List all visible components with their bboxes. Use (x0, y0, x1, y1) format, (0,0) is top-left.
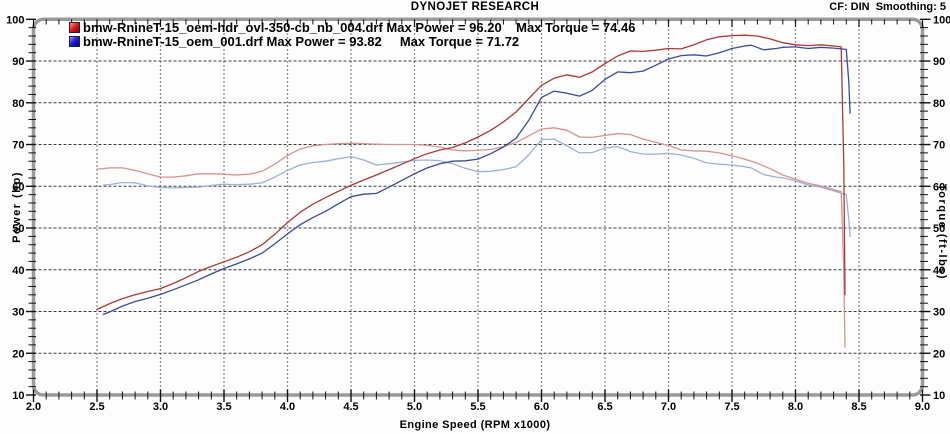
curve-blue-torque (102, 138, 851, 238)
y-tick-label-left: 60 (12, 181, 24, 193)
x-tick-label: 2.5 (89, 401, 104, 413)
x-tick-label: 8.0 (788, 401, 803, 413)
y-tick-label-right: 20 (933, 348, 945, 360)
y-tick-label-right: 60 (933, 181, 945, 193)
page-title: DYNOJET RESEARCH (410, 1, 540, 13)
x-tick-label: 5.5 (470, 401, 485, 413)
left-axis-title: Power (hp) (11, 171, 23, 243)
y-tick-label-left: 40 (12, 265, 24, 277)
y-tick-label-left: 90 (12, 56, 24, 68)
y-tick-label-right: 80 (933, 98, 945, 110)
axis-ticks (26, 18, 931, 402)
x-tick-label: 3.5 (216, 401, 231, 413)
y-tick-label-left: 50 (12, 223, 24, 235)
x-tick-label: 4.0 (280, 401, 295, 413)
legend: bmw-RnineT-15_oem-hdr_ovl-350-cb_nb_004.… (69, 21, 635, 49)
y-tick-label-left: 10 (12, 390, 24, 402)
axis-tick-labels: 2.0 2.5 3.0 3.5 4.0 4.5 5.0 5.5 6.0 6.5 7.0 7.5 8.0 8… (6, 14, 950, 413)
y-tick-label-right: 10 (933, 390, 945, 402)
y-tick-label-right: 100 (933, 14, 950, 26)
correction-smoothing-label: CF: DIN Smoothing: 5 (829, 1, 946, 13)
x-tick-label: 3.0 (153, 401, 168, 413)
x-tick-label: 7.0 (661, 401, 676, 413)
y-tick-label-right: 30 (933, 307, 945, 319)
y-tick-label-left: 80 (12, 98, 24, 110)
x-tick-label: 6.0 (534, 401, 549, 413)
legend-label-red: bmw-RnineT-15_oem-hdr_ovl-350-cb_nb_004.… (83, 20, 636, 35)
y-tick-label-left: 20 (12, 348, 24, 360)
curve-red-power (96, 34, 846, 311)
horizontal-gridlines (33, 60, 923, 354)
x-tick-label: 7.5 (724, 401, 739, 413)
x-tick-label: 8.5 (851, 401, 866, 413)
y-tick-label-left: 30 (12, 307, 24, 319)
x-tick-label: 4.5 (343, 401, 358, 413)
curve-red-torque (96, 127, 846, 348)
legend-entry-blue: bmw-RnineT-15_oem_001.drf Max Power = 93… (69, 35, 635, 48)
curve-blue-power (102, 44, 851, 316)
x-tick-label: 6.5 (597, 401, 612, 413)
y-tick-label-right: 90 (933, 56, 945, 68)
dyno-curves (96, 34, 851, 348)
vertical-gridlines (96, 19, 860, 395)
y-tick-label-left: 70 (12, 140, 24, 152)
y-tick-label-left: 100 (6, 14, 24, 26)
legend-entry-red: bmw-RnineT-15_oem-hdr_ovl-350-cb_nb_004.… (69, 21, 635, 34)
y-tick-label-right: 70 (933, 140, 945, 152)
y-tick-label-right: 40 (933, 265, 945, 277)
right-axis-title: Torque (ft-lbs) (936, 183, 948, 281)
legend-marker-red-icon (69, 22, 80, 33)
x-tick-label: 9.0 (915, 401, 930, 413)
x-tick-label: 2.0 (26, 401, 41, 413)
x-axis-title: Engine Speed (RPM x1000) (399, 419, 551, 431)
x-tick-label: 5.0 (407, 401, 422, 413)
legend-label-blue: bmw-RnineT-15_oem_001.drf Max Power = 93… (83, 34, 520, 49)
y-tick-label-right: 50 (933, 223, 945, 235)
legend-marker-blue-icon (69, 36, 80, 47)
